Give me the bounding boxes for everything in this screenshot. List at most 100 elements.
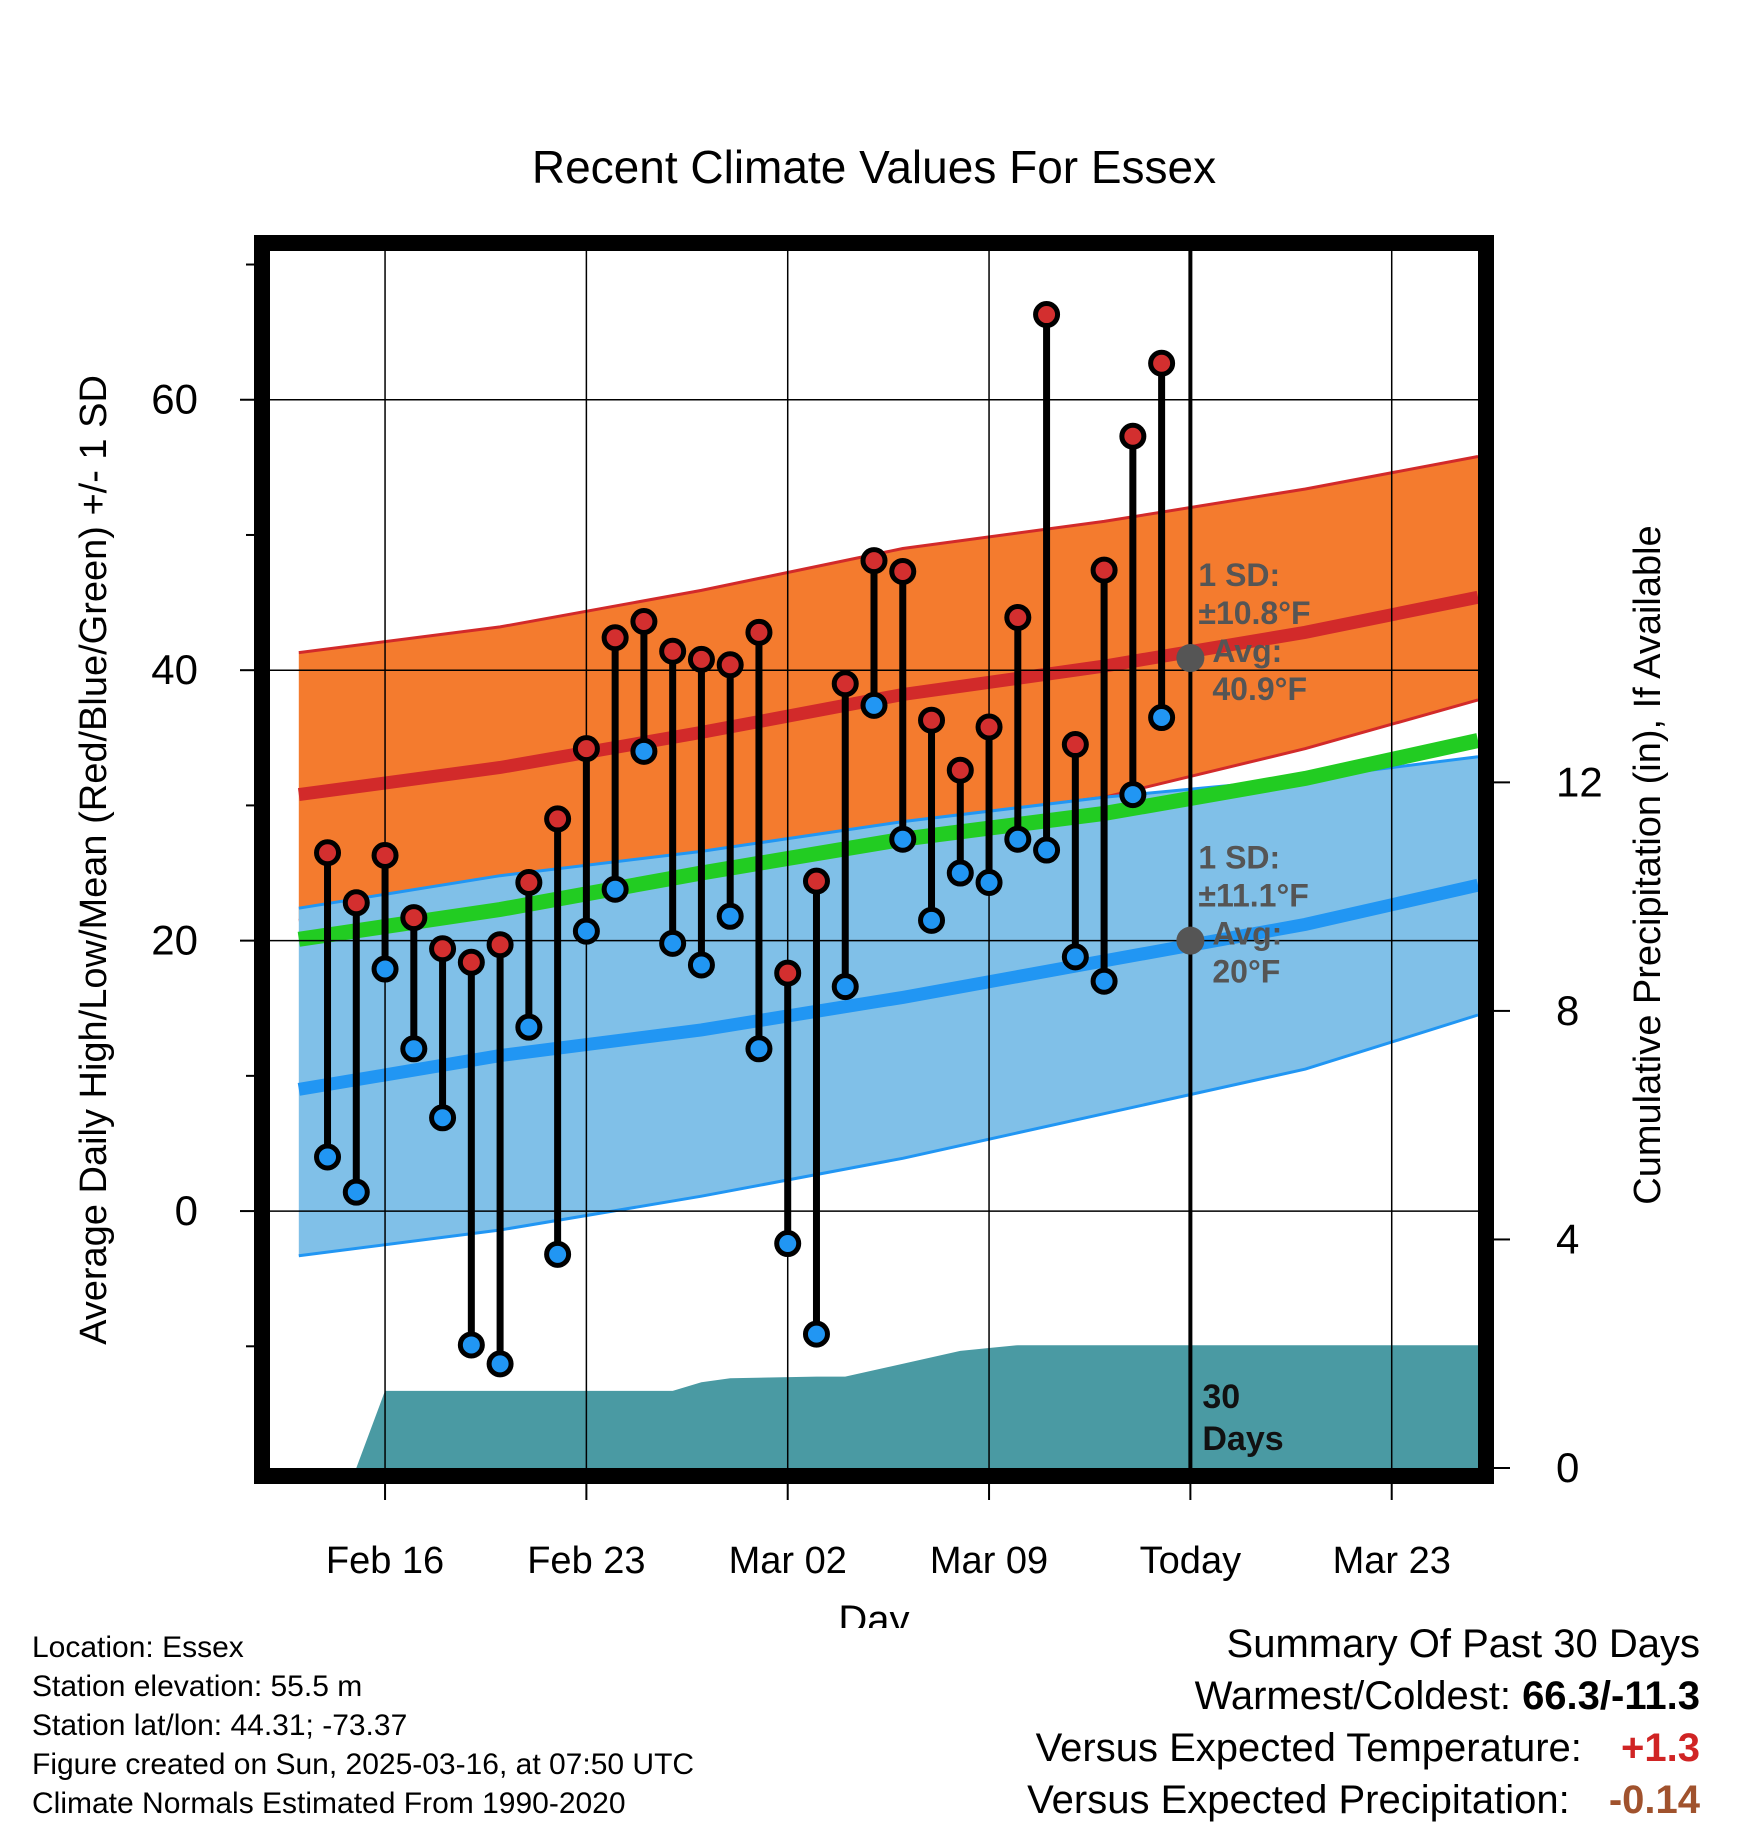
x-tick-label: Today [1140,1540,1241,1582]
daily-low-point [314,1143,342,1171]
daily-high-point [687,645,715,673]
daily-low-point [659,929,687,957]
x-tick-label: Mar 09 [930,1540,1048,1582]
daily-low-point [544,1240,572,1268]
daily-high-point [1004,603,1032,631]
precip-departure-label: Versus Expected Precipitation: [1027,1778,1570,1822]
daily-high-point [371,841,399,869]
daily-high-point [716,651,744,679]
today-sd-label-line: Avg: [1212,916,1282,952]
y2-axis-label: Cumulative Precipitation (in), If Availa… [1627,525,1669,1204]
summary-panel: Summary Of Past 30 Days Warmest/Coldest:… [1027,1618,1700,1826]
today-sd-label-line: 1 SD: [1198,840,1280,876]
today-sd-label-line: ±10.8°F [1198,595,1310,631]
daily-low-point [1061,943,1089,971]
high-sd-band [298,456,1478,921]
warmest-coldest-label: Warmest/Coldest: [1194,1674,1511,1718]
chart-title: Recent Climate Values For Essex [531,141,1217,193]
y-axis-label: Average Daily High/Low/Mean (Red/Blue/Gr… [73,375,115,1345]
latlon-line: Station lat/lon: 44.31; -73.37 [32,1709,408,1742]
x-tick-label: Mar 23 [1333,1540,1451,1582]
daily-low-point [687,951,715,979]
daily-low-point [457,1331,485,1359]
precip-departure-row: Versus Expected Precipitation: -0.14 [1027,1774,1700,1826]
daily-high-point [342,889,370,917]
daily-high-point [429,935,457,963]
daily-low-point [1148,704,1176,732]
daily-high-point [918,706,946,734]
daily-low-point [975,868,1003,896]
daily-low-point [572,917,600,945]
daily-high-point [314,839,342,867]
daily-high-point [745,618,773,646]
daily-low-point [1090,967,1118,995]
y2-tick-label: 4 [1556,1215,1579,1262]
daily-high-point [572,735,600,763]
daily-low-point [716,902,744,930]
y2-tick-label: 12 [1556,758,1603,805]
location-line: Location: Essex [32,1631,244,1664]
daily-high-point [774,959,802,987]
daily-low-point [429,1104,457,1132]
daily-high-point [1061,731,1089,759]
daily-high-point [659,637,687,665]
x-tick-label: Mar 02 [729,1540,847,1582]
station-info: Location: Essex Station elevation: 55.5 … [32,1628,694,1823]
summary-title: Summary Of Past 30 Days [1226,1622,1700,1666]
y-tick-label: 60 [151,376,198,423]
daily-high-point [486,931,514,959]
today-sd-label-line: 1 SD: [1198,557,1280,593]
temp-departure-row: Versus Expected Temperature: +1.3 [1027,1722,1700,1774]
daily-high-point [400,904,428,932]
today-sd-label-line: Avg: [1212,633,1282,669]
daily-low-point [889,825,917,853]
daily-high-point [831,670,859,698]
daily-high-point [1148,349,1176,377]
created-line: Figure created on Sun, 2025-03-16, at 07… [32,1748,695,1781]
daily-low-point [1119,781,1147,809]
plot-frame [254,235,1494,1484]
y2-tick-label: 8 [1556,987,1579,1034]
daily-low-point [774,1230,802,1258]
high-sd-upper-edge [298,455,1479,655]
daily-low-point [515,1013,543,1041]
daily-low-point [486,1350,514,1378]
daily-low-point [745,1035,773,1063]
today-sd-label-line: ±11.1°F [1198,878,1308,914]
x-axis-label: Day [838,1598,909,1628]
daily-low-point [630,737,658,765]
temp-departure-value: +1.3 [1621,1726,1700,1770]
daily-low-point [601,875,629,903]
y-tick-label: 40 [151,646,198,693]
daily-low-point [371,955,399,983]
daily-high-point [1090,556,1118,584]
y-tick-label: 20 [151,917,198,964]
today-average-marker [1176,926,1205,955]
daily-high-point [457,948,485,976]
elevation-line: Station elevation: 55.5 m [32,1670,363,1703]
today-average-marker [1176,644,1205,673]
daily-high-point [975,713,1003,741]
daily-low-point [1004,825,1032,853]
normals-line: Climate Normals Estimated From 1990-2020 [32,1787,626,1820]
daily-high-point [1119,422,1147,450]
warmest-coldest-value: 66.3/-11.3 [1522,1674,1700,1718]
daily-high-point [802,867,830,895]
daily-low-point [1033,836,1061,864]
today-sd-label-line: 20°F [1212,954,1280,990]
daily-high-point [860,547,888,575]
precip-departure-value: -0.14 [1608,1778,1700,1822]
today-sd-label-line: 40.9°F [1212,671,1307,707]
daily-high-point [630,608,658,636]
temp-departure-label: Versus Expected Temperature: [1035,1726,1582,1770]
x-tick-label: Feb 16 [326,1540,444,1582]
daily-low-point [802,1320,830,1348]
daily-low-point [860,691,888,719]
daily-high-point [544,805,572,833]
daily-high-point [889,557,917,585]
daily-high-point [946,756,974,784]
daily-low-point [831,973,859,1001]
daily-low-point [400,1035,428,1063]
y2-tick-label: 0 [1556,1444,1579,1491]
